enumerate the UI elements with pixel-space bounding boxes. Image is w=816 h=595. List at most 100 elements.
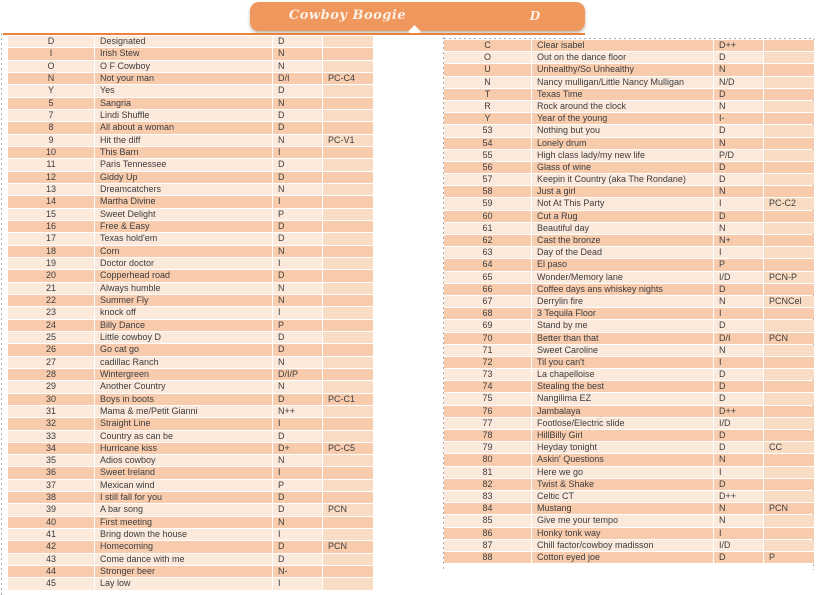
tag-cell[interactable]: [764, 515, 814, 527]
row-id-cell[interactable]: 40: [8, 516, 94, 529]
row-id-cell[interactable]: 39: [8, 504, 94, 516]
tag-cell[interactable]: [323, 578, 373, 590]
row-id-cell[interactable]: 22: [8, 294, 94, 307]
tag-cell[interactable]: PC-V1: [323, 134, 373, 146]
dance-code-cell[interactable]: D++: [714, 405, 763, 417]
dance-code-cell[interactable]: N/D: [714, 76, 763, 88]
tag-cell[interactable]: [323, 146, 373, 159]
tag-cell[interactable]: [764, 283, 814, 295]
row-id-cell[interactable]: O: [8, 60, 94, 72]
tag-cell[interactable]: [764, 527, 814, 539]
song-name-cell[interactable]: Billy Dance: [95, 319, 272, 331]
row-id-cell[interactable]: 7: [8, 109, 94, 122]
song-name-cell[interactable]: Year of the young: [532, 113, 713, 125]
row-id-cell[interactable]: 58: [444, 186, 531, 198]
dance-code-cell[interactable]: I: [273, 257, 322, 270]
dance-code-cell[interactable]: D: [714, 551, 763, 564]
row-id-cell[interactable]: 78: [444, 430, 531, 442]
row-id-cell[interactable]: 79: [444, 442, 531, 454]
dance-code-cell[interactable]: D++: [714, 490, 763, 503]
song-name-cell[interactable]: Lindi Shuffle: [95, 109, 272, 122]
song-name-cell[interactable]: Jambalaya: [532, 405, 713, 417]
tag-cell[interactable]: [323, 245, 373, 257]
dance-code-cell[interactable]: D: [273, 171, 322, 183]
song-name-cell[interactable]: Keepin it Country (aka The Rondane): [532, 174, 713, 186]
song-name-cell[interactable]: Little cowboy D: [95, 331, 272, 344]
row-id-cell[interactable]: 16: [8, 220, 94, 233]
song-name-cell[interactable]: Dreamcatchers: [95, 183, 272, 196]
tag-cell[interactable]: [764, 100, 814, 113]
tag-cell[interactable]: [323, 48, 373, 60]
tag-cell[interactable]: PCN: [764, 332, 814, 344]
dance-code-cell[interactable]: N: [273, 245, 322, 257]
row-id-cell[interactable]: 44: [8, 566, 94, 578]
row-id-cell[interactable]: 87: [444, 539, 531, 551]
tag-cell[interactable]: [764, 393, 814, 405]
song-name-cell[interactable]: cadillac Ranch: [95, 356, 272, 368]
dance-code-cell[interactable]: N: [273, 455, 322, 467]
dance-code-cell[interactable]: N: [714, 295, 763, 308]
tag-cell[interactable]: [323, 492, 373, 504]
song-name-cell[interactable]: Derrylin fire: [532, 295, 713, 308]
row-id-cell[interactable]: 85: [444, 515, 531, 527]
row-id-cell[interactable]: 30: [8, 393, 94, 405]
tag-cell[interactable]: [764, 478, 814, 490]
dance-code-cell[interactable]: P: [273, 208, 322, 220]
song-name-cell[interactable]: Doctor doctor: [95, 257, 272, 270]
dance-code-cell[interactable]: I: [714, 247, 763, 259]
tag-cell[interactable]: [764, 356, 814, 369]
row-id-cell[interactable]: 34: [8, 442, 94, 455]
dance-code-cell[interactable]: D: [273, 541, 322, 553]
row-id-cell[interactable]: 76: [444, 405, 531, 417]
dance-code-cell[interactable]: D: [273, 393, 322, 405]
tag-cell[interactable]: [764, 161, 814, 174]
tag-cell[interactable]: [323, 97, 373, 109]
tag-cell[interactable]: [323, 344, 373, 356]
song-name-cell[interactable]: HillBilly Girl: [532, 430, 713, 442]
dance-code-cell[interactable]: P/D: [714, 149, 763, 161]
row-id-cell[interactable]: 29: [8, 381, 94, 393]
dance-code-cell[interactable]: N: [714, 186, 763, 198]
song-name-cell[interactable]: First meeting: [95, 516, 272, 529]
dance-code-cell[interactable]: N+: [714, 235, 763, 247]
dance-code-cell[interactable]: I/D: [714, 271, 763, 283]
song-name-cell[interactable]: Mustang: [532, 503, 713, 515]
tag-cell[interactable]: PC-C1: [323, 393, 373, 405]
row-id-cell[interactable]: 36: [8, 467, 94, 479]
tag-cell[interactable]: [764, 88, 814, 100]
row-id-cell[interactable]: 67: [444, 295, 531, 308]
tag-cell[interactable]: PCN: [323, 541, 373, 553]
row-id-cell[interactable]: 70: [444, 332, 531, 344]
dance-code-cell[interactable]: D: [714, 88, 763, 100]
dance-code-cell[interactable]: D/I: [714, 332, 763, 344]
dance-code-cell[interactable]: I: [273, 307, 322, 319]
row-id-cell[interactable]: 24: [8, 319, 94, 331]
dance-code-cell[interactable]: D: [273, 109, 322, 122]
row-id-cell[interactable]: 54: [444, 137, 531, 149]
row-id-cell[interactable]: 64: [444, 259, 531, 271]
row-id-cell[interactable]: 69: [444, 320, 531, 332]
row-id-cell[interactable]: 56: [444, 161, 531, 174]
dance-code-cell[interactable]: I: [714, 198, 763, 210]
dance-code-cell[interactable]: D: [273, 159, 322, 171]
dance-code-cell[interactable]: I: [714, 527, 763, 539]
song-name-cell[interactable]: O F Cowboy: [95, 60, 272, 72]
row-id-cell[interactable]: 45: [8, 578, 94, 590]
row-id-cell[interactable]: 27: [8, 356, 94, 368]
row-id-cell[interactable]: 42: [8, 541, 94, 553]
song-name-cell[interactable]: Heyday tonight: [532, 442, 713, 454]
tag-cell[interactable]: [764, 430, 814, 442]
dance-code-cell[interactable]: N-: [273, 566, 322, 578]
dance-code-cell[interactable]: I: [714, 356, 763, 369]
song-name-cell[interactable]: Cut a Rug: [532, 210, 713, 222]
song-name-cell[interactable]: Rock around the clock: [532, 100, 713, 113]
tag-cell[interactable]: PC-C5: [323, 442, 373, 455]
song-name-cell[interactable]: Clear isabel: [532, 40, 713, 52]
song-name-cell[interactable]: High class lady/my new life: [532, 149, 713, 161]
song-name-cell[interactable]: This Barn: [95, 146, 272, 159]
dance-code-cell[interactable]: D: [714, 442, 763, 454]
dance-code-cell[interactable]: N: [273, 134, 322, 146]
tag-cell[interactable]: [323, 516, 373, 529]
dance-code-cell[interactable]: N: [273, 183, 322, 196]
tag-cell[interactable]: [323, 405, 373, 418]
